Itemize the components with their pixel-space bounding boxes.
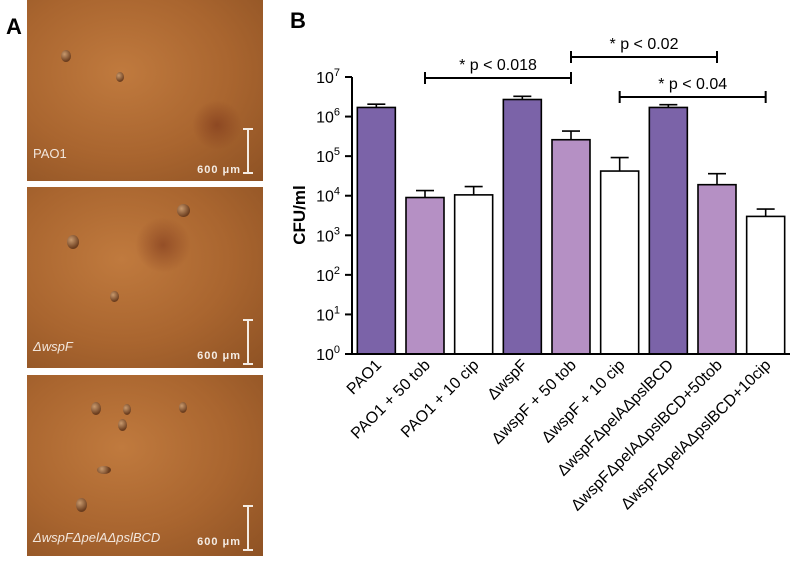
x-tick-label: ΔwspF + 50 tob — [489, 357, 580, 448]
colony — [179, 402, 187, 413]
y-tick-label: 103 — [316, 225, 340, 245]
dark-spot — [192, 100, 242, 150]
colony — [67, 235, 79, 249]
y-tick-label: 102 — [316, 265, 340, 285]
bar — [405, 196, 445, 355]
scale-text: 600 μm — [197, 164, 241, 176]
micrograph-wspf: ΔwspF 600 μm — [27, 187, 263, 368]
bar — [502, 98, 543, 355]
significance-label: * p < 0.04 — [658, 76, 727, 93]
bar — [356, 106, 397, 355]
colony — [116, 72, 124, 82]
scale-bar — [243, 128, 253, 174]
colony — [118, 419, 127, 431]
colony — [91, 402, 101, 415]
bar — [599, 170, 640, 355]
y-tick-label: 107 — [316, 67, 340, 87]
scale-bar — [243, 505, 253, 551]
strain-label: ΔwspF — [33, 339, 73, 354]
scale-text: 600 μm — [197, 350, 241, 362]
x-tick-label: ΔwspF + 10 cip — [539, 357, 629, 447]
bar — [551, 138, 591, 355]
y-tick-label: 100 — [316, 344, 340, 364]
y-tick-label: 104 — [316, 186, 340, 206]
y-tick-label: 101 — [316, 304, 340, 324]
significance-label: * p < 0.02 — [610, 36, 679, 53]
dark-spot — [135, 217, 191, 273]
micrograph-pao1: PAO1 600 μm — [27, 0, 263, 181]
x-tick-label: ΔwspF — [485, 357, 532, 404]
bar — [648, 106, 689, 355]
bar — [745, 215, 786, 355]
colony — [61, 50, 71, 62]
x-tick-label: PAO1 — [344, 357, 385, 398]
significance-label: * p < 0.018 — [459, 57, 537, 74]
colony — [97, 466, 111, 474]
colony — [76, 498, 87, 512]
y-tick-label: 106 — [316, 107, 340, 127]
scale-bar — [243, 319, 253, 365]
colony — [110, 291, 119, 302]
colony — [123, 404, 131, 415]
panel-b-letter: B — [290, 8, 306, 33]
scale-text: 600 μm — [197, 536, 241, 548]
colony — [177, 204, 190, 217]
strain-label: PAO1 — [33, 146, 67, 161]
bar — [697, 183, 737, 355]
y-tick-label: 105 — [316, 146, 340, 166]
strain-label: ΔwspFΔpelAΔpslBCD — [33, 530, 161, 545]
bar — [453, 194, 494, 355]
micrograph-wspf-pela-pslbcd: ΔwspFΔpelAΔpslBCD 600 μm — [27, 375, 263, 556]
panel-a-letter: A — [6, 14, 22, 39]
y-axis-label: CFU/ml — [290, 185, 309, 245]
